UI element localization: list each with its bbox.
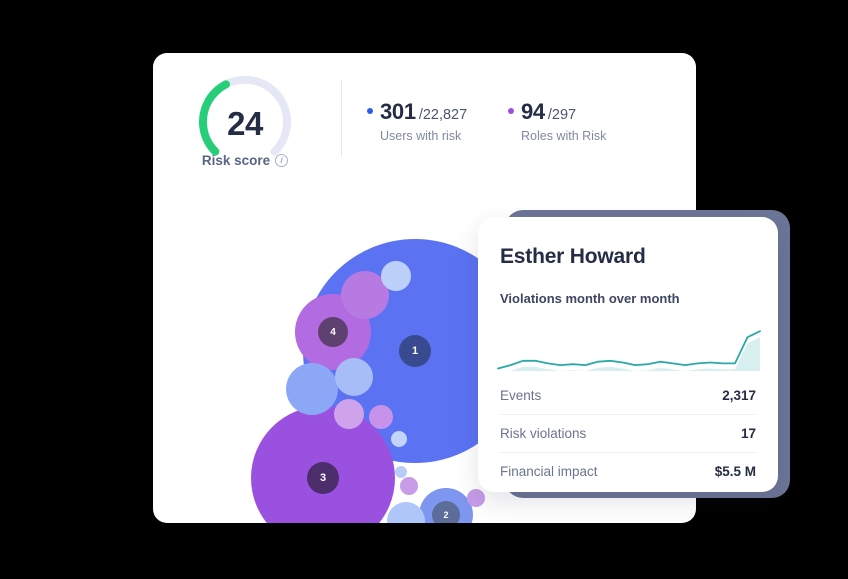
sparkline-path xyxy=(497,330,761,370)
panel-header: 24 Risk score i 301 /22,827 Users with r… xyxy=(153,53,696,173)
metric-value: 301 xyxy=(380,99,416,124)
metric-value-row: 94 /297 xyxy=(508,99,606,125)
bubble-rank-badge: 3 xyxy=(307,462,339,494)
bubble[interactable] xyxy=(286,363,338,415)
bubble[interactable] xyxy=(381,261,411,291)
stat-label: Risk violations xyxy=(500,426,587,441)
bubble[interactable] xyxy=(400,477,418,495)
bubble-rank-badge: 2 xyxy=(432,501,460,523)
bubble[interactable] xyxy=(467,489,485,507)
metric-caption: Users with risk xyxy=(380,129,462,143)
bubble-rank-badge: 4 xyxy=(318,317,348,347)
metric-denominator: /22,827 xyxy=(418,107,468,123)
bubble[interactable] xyxy=(395,466,407,478)
metric-value-row: 301 /22,827 xyxy=(367,99,467,125)
stat-value: 2,317 xyxy=(722,388,756,403)
stat-row: Events 2,317 xyxy=(500,377,756,414)
info-icon[interactable]: i xyxy=(275,154,289,167)
metric-denominator: /297 xyxy=(547,107,577,123)
bubble[interactable] xyxy=(391,431,407,447)
stat-label: Events xyxy=(500,388,542,403)
risk-score-label: Risk score i xyxy=(195,153,295,168)
bubble[interactable] xyxy=(369,405,393,429)
metric-value: 94 xyxy=(521,99,545,124)
header-divider xyxy=(341,79,342,157)
user-detail-card: Esther Howard Violations month over mont… xyxy=(478,217,778,492)
risk-score-value: 24 xyxy=(227,105,263,142)
metric-dot-icon xyxy=(508,108,514,114)
risk-score-label-text: Risk score xyxy=(201,153,271,168)
stat-value: $5.5 M xyxy=(714,464,756,479)
bubble[interactable] xyxy=(335,358,373,396)
sparkline-area xyxy=(498,337,760,371)
metric-caption: Roles with Risk xyxy=(521,129,607,143)
bubble[interactable] xyxy=(334,399,364,429)
metric-roles-with-risk: 94 /297 Roles with Risk xyxy=(508,99,606,143)
gauge-arc-svg xyxy=(199,75,291,156)
user-name: Esther Howard xyxy=(500,245,646,268)
chart-title: Violations month over month xyxy=(500,291,680,306)
bubble-rank-badge: 1 xyxy=(399,335,431,367)
gauge-value-arc xyxy=(199,75,291,156)
stat-value: 17 xyxy=(740,426,756,441)
metric-dot-icon xyxy=(367,108,373,114)
stat-row: Risk violations 17 xyxy=(500,414,756,452)
metric-users-with-risk: 301 /22,827 Users with risk xyxy=(367,99,467,143)
stat-row: Financial impact $5.5 M xyxy=(500,452,756,490)
stats-list: Events 2,317 Risk violations 17 Financial im… xyxy=(500,377,756,490)
risk-score-gauge: 24 Risk score i xyxy=(198,75,298,175)
stat-label: Financial impact xyxy=(500,464,598,479)
bubble[interactable] xyxy=(387,502,425,523)
violations-sparkline xyxy=(497,330,761,371)
